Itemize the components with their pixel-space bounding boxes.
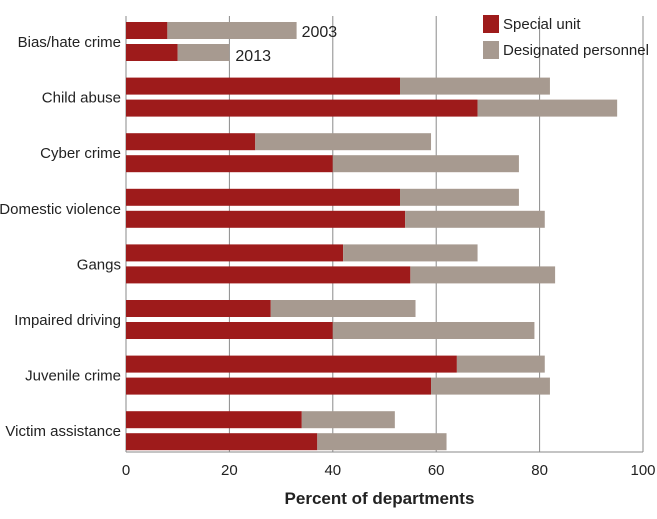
category-label-juvenile-crime: Juvenile crime <box>25 368 121 385</box>
bar-gangs-2013-designated-personnel <box>410 266 556 284</box>
legend-swatch-designated-personnel <box>483 41 499 59</box>
bar-impaired-driving-2013-special-unit <box>126 322 333 339</box>
category-label-impaired-driving: Impaired driving <box>14 312 121 329</box>
bar-bias-hate-crime-2003-designated-personnel <box>167 22 297 39</box>
bar-impaired-driving-2003-special-unit <box>126 300 271 317</box>
bar-victim-assistance-2003-special-unit <box>126 411 302 429</box>
x-tick-label-20: 20 <box>221 462 238 479</box>
legend-label-designated-personnel: Designated personnel <box>503 42 649 59</box>
bar-impaired-driving-2003-designated-personnel <box>270 300 416 317</box>
bar-child-abuse-2013-special-unit <box>126 99 478 117</box>
legend-label-special-unit: Special unit <box>503 16 581 33</box>
bar-victim-assistance-2013-special-unit <box>126 433 318 451</box>
bar-gangs-2013-special-unit <box>126 266 411 284</box>
year-label-2003: 2003 <box>302 24 338 41</box>
bar-gangs-2003-special-unit <box>126 244 344 262</box>
bar-juvenile-crime-2013-designated-personnel <box>431 377 550 395</box>
x-tick-label-100: 100 <box>630 462 655 479</box>
bar-bias-hate-crime-2013-special-unit <box>126 44 178 61</box>
category-label-child-abuse: Child abuse <box>42 90 121 107</box>
bar-domestic-violence-2003-designated-personnel <box>400 188 519 206</box>
bar-domestic-violence-2013-special-unit <box>126 210 406 228</box>
category-label-domestic-violence: Domestic violence <box>0 201 121 218</box>
x-tick-label-60: 60 <box>428 462 445 479</box>
bar-child-abuse-2003-special-unit <box>126 77 401 95</box>
category-label-cyber-crime: Cyber crime <box>40 145 121 162</box>
bar-child-abuse-2003-designated-personnel <box>400 77 550 95</box>
bar-impaired-driving-2013-designated-personnel <box>332 322 535 339</box>
bar-cyber-crime-2013-special-unit <box>126 155 333 173</box>
x-tick-labels: 0 20 40 60 80 100 <box>122 462 656 479</box>
bar-domestic-violence-2013-designated-personnel <box>405 210 545 228</box>
bar-bias-hate-crime-2003-special-unit <box>126 22 168 39</box>
category-label-gangs: Gangs <box>77 256 121 273</box>
x-axis-title: Percent of departments <box>285 489 475 508</box>
x-tick-label-80: 80 <box>531 462 548 479</box>
category-labels: Bias/hate crime Child abuse Cyber crime Dom… <box>0 34 121 440</box>
bar-juvenile-crime-2013-special-unit <box>126 377 432 395</box>
bars <box>126 22 618 451</box>
bar-cyber-crime-2013-designated-personnel <box>332 155 519 173</box>
bar-victim-assistance-2013-designated-personnel <box>317 433 447 451</box>
bar-juvenile-crime-2003-designated-personnel <box>456 355 545 373</box>
legend: Special unit Designated personnel <box>483 15 649 59</box>
x-tick-label-0: 0 <box>122 462 130 479</box>
legend-swatch-special-unit <box>483 15 499 33</box>
x-tick-label-40: 40 <box>324 462 341 479</box>
bar-child-abuse-2013-designated-personnel <box>477 99 618 117</box>
bar-gangs-2003-designated-personnel <box>343 244 478 262</box>
bar-juvenile-crime-2003-special-unit <box>126 355 457 373</box>
bar-cyber-crime-2003-special-unit <box>126 133 256 151</box>
bar-victim-assistance-2003-designated-personnel <box>301 411 395 429</box>
bar-cyber-crime-2003-designated-personnel <box>255 133 432 151</box>
bar-bias-hate-crime-2013-designated-personnel <box>177 44 230 61</box>
category-label-victim-assistance: Victim assistance <box>5 423 121 440</box>
year-label-2013: 2013 <box>235 48 271 65</box>
category-label-bias-hate-crime: Bias/hate crime <box>18 34 121 51</box>
bar-domestic-violence-2003-special-unit <box>126 188 401 206</box>
